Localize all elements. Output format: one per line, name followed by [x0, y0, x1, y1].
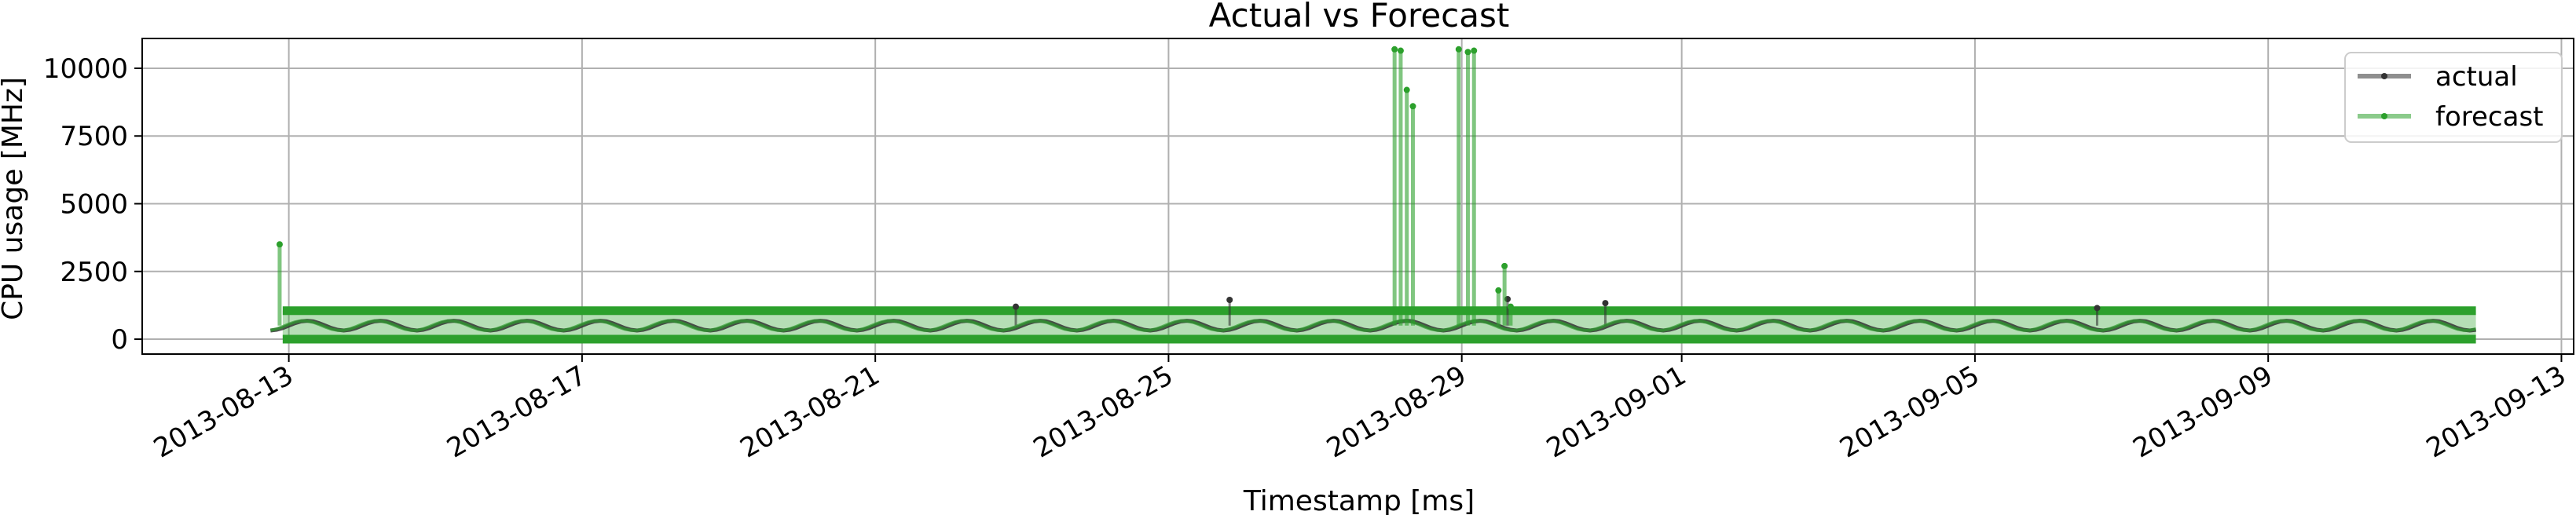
x-tick-label: 2013-08-29: [1321, 360, 1471, 464]
point-forecast: [1507, 303, 1514, 310]
point-actual: [1602, 300, 1609, 307]
point-forecast: [1391, 46, 1398, 53]
plot-frame: [141, 38, 2574, 355]
point-forecast: [1403, 86, 1410, 93]
legend-label-actual: actual: [2435, 61, 2518, 93]
x-tick-label: 2013-09-09: [2128, 360, 2278, 464]
series-layer: [269, 46, 2477, 333]
x-tick-label: 2013-08-25: [1028, 360, 1178, 464]
series-line-forecast: [269, 319, 2477, 332]
point-forecast: [276, 241, 283, 248]
x-tick-label: 2013-09-01: [1541, 360, 1691, 464]
point-forecast: [1495, 287, 1502, 294]
forecast-band-fill: [282, 310, 2476, 340]
x-tick-label: 2013-08-17: [442, 360, 592, 464]
point-forecast: [1397, 47, 1404, 54]
legend-marker-actual: [2381, 73, 2387, 79]
point-actual: [2094, 305, 2101, 312]
legend-marker-forecast: [2381, 113, 2387, 119]
ticks: 0 2500 5000 7500 10000 2013-08-13 2013-08-17 20…: [43, 53, 2571, 465]
point-forecast: [1501, 262, 1508, 269]
x-tick-label: 2013-09-13: [2421, 360, 2571, 464]
point-forecast: [1464, 49, 1471, 56]
x-axis-label: Timestamp [ms]: [1243, 485, 1475, 515]
point-forecast: [1409, 103, 1416, 110]
y-tick-label: 10000: [43, 53, 128, 85]
y-tick-label: 7500: [60, 121, 128, 152]
x-tick-label: 2013-08-13: [148, 360, 299, 464]
point-forecast: [1455, 46, 1462, 53]
point-actual: [1226, 296, 1233, 303]
chart-title: Actual vs Forecast: [1209, 0, 1510, 35]
forecast-band: [282, 306, 2476, 344]
y-tick-label: 2500: [60, 257, 128, 288]
x-tick-label: 2013-09-05: [1834, 360, 1984, 464]
point-actual: [1013, 303, 1020, 310]
grid: [142, 38, 2574, 354]
y-axis-label: CPU usage [MHz]: [0, 77, 29, 320]
legend-label-forecast: forecast: [2435, 101, 2544, 133]
x-tick-label: 2013-08-21: [735, 360, 885, 464]
y-tick-label: 0: [111, 324, 128, 356]
y-tick-label: 5000: [60, 188, 128, 220]
legend: actual forecast: [2344, 52, 2563, 143]
point-forecast: [1471, 47, 1478, 54]
